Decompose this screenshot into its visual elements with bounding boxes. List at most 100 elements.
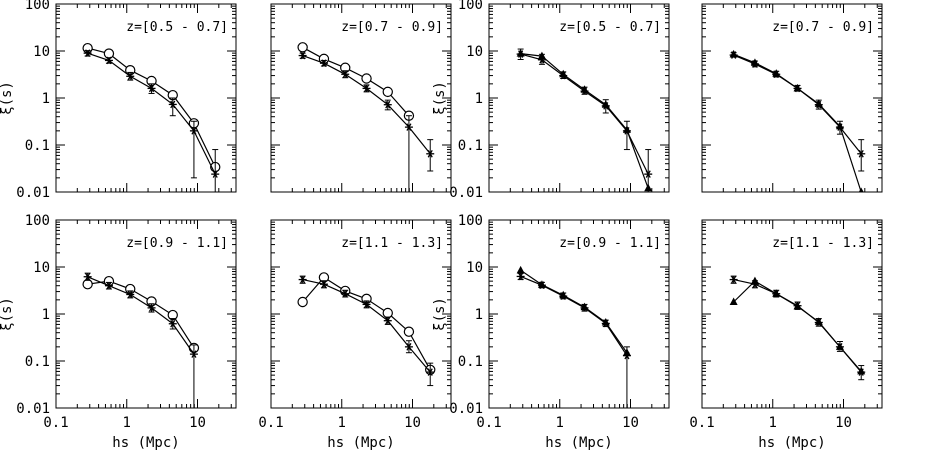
- data-point-star: [104, 281, 113, 290]
- x-tick-label: 10: [835, 415, 852, 431]
- series-line-star: [302, 279, 431, 373]
- x-tick-label: 1: [556, 415, 564, 431]
- y-tick-label: 0.1: [458, 138, 483, 154]
- redshift-label: z=[0.5 - 0.7]: [559, 20, 661, 35]
- x-tick-label: 0.1: [689, 415, 714, 431]
- series-line-star: [520, 53, 649, 175]
- x-axis-label: hs (Mpc): [112, 435, 179, 451]
- x-tick-label: 10: [404, 415, 421, 431]
- data-point-star: [537, 281, 546, 289]
- plot-area: [82, 272, 200, 408]
- series-line-star: [520, 275, 628, 356]
- data-point-star: [729, 51, 738, 59]
- data-point-star: [83, 49, 92, 57]
- data-point-triangle: [516, 265, 525, 274]
- y-axis-label: ξ(s): [0, 81, 15, 115]
- x-tick-label: 0.1: [258, 415, 283, 431]
- data-point-star: [298, 275, 307, 284]
- series-line-triangle: [733, 53, 862, 192]
- y-tick-label: 0.1: [25, 138, 50, 154]
- y-tick-label: 100: [25, 0, 50, 13]
- data-point-star: [189, 350, 198, 358]
- redshift-label: z=[0.7 - 0.9]: [341, 20, 443, 35]
- data-point-star: [793, 301, 802, 310]
- y-axis-label: ξ(s): [432, 297, 448, 331]
- plot-area: [297, 272, 436, 387]
- data-point-star: [857, 150, 866, 158]
- data-point-star: [104, 56, 113, 65]
- data-point-star: [168, 100, 177, 109]
- data-point-circle: [103, 48, 115, 59]
- series-line-triangle: [733, 280, 862, 372]
- y-tick-label: 100: [458, 213, 483, 229]
- data-point-star: [622, 127, 631, 135]
- plot-area: [516, 48, 653, 192]
- data-point-star: [729, 275, 738, 284]
- x-tick-label: 0.1: [476, 415, 501, 431]
- x-tick-label: 1: [123, 415, 131, 431]
- redshift-label: z=[1.1 - 1.3]: [772, 236, 874, 251]
- data-point-star: [83, 272, 92, 281]
- data-point-circle: [297, 42, 308, 53]
- y-axis-label: ξ(s): [0, 297, 15, 331]
- y-tick-label: 0.1: [458, 354, 483, 370]
- y-tick-label: 10: [33, 260, 50, 276]
- y-tick-label: 1: [42, 91, 50, 107]
- data-point-star: [126, 290, 135, 299]
- data-point-star: [750, 60, 759, 68]
- y-tick-label: 0.1: [25, 354, 50, 370]
- x-tick-label: 10: [622, 415, 639, 431]
- redshift-label: z=[0.9 - 1.1]: [559, 236, 661, 251]
- data-point-circle: [403, 326, 415, 337]
- data-point-star: [580, 87, 589, 95]
- panel-8: 0.1 1 10 hs (Mpc) z=[1.1 - 1.3]: [689, 219, 883, 451]
- y-tick-label: 10: [33, 44, 50, 60]
- y-tick-label: 100: [25, 213, 50, 229]
- data-point-star: [516, 50, 525, 58]
- x-axis-label: hs (Mpc): [327, 435, 394, 451]
- plot-area: [516, 265, 631, 408]
- data-point-circle: [382, 86, 393, 98]
- panel-1: 100 10 1 0.1 0.01 ξ(s) z=[0.5 - 0.7]: [0, 0, 237, 201]
- data-point-star: [559, 292, 568, 300]
- data-point-star: [750, 280, 759, 289]
- data-point-star: [147, 304, 156, 312]
- redshift-label: z=[0.9 - 1.1]: [126, 236, 228, 251]
- data-point-circle: [297, 296, 308, 308]
- data-point-star: [622, 351, 631, 360]
- x-tick-label: 1: [338, 415, 346, 431]
- series-line-star: [87, 52, 216, 175]
- y-tick-label: 0.01: [449, 185, 483, 201]
- y-tick-label: 1: [42, 307, 50, 323]
- data-point-star: [126, 72, 135, 81]
- data-point-star: [319, 59, 328, 67]
- plot-area: [297, 42, 435, 192]
- plot-area: [82, 42, 221, 192]
- data-point-star: [211, 170, 220, 178]
- panel-6: 0.1 1 10 hs (Mpc) z=[1.1 - 1.3]: [258, 219, 452, 451]
- x-axis-label: hs (Mpc): [545, 435, 612, 451]
- series-line-triangle: [520, 269, 628, 354]
- series-line-circle: [302, 276, 431, 371]
- data-point-star: [835, 123, 844, 131]
- data-point-star: [404, 123, 413, 131]
- panel-3: 100 10 1 0.1 0.01 ξ(s) z=[0.5 - 0.7]: [432, 0, 670, 201]
- data-point-star: [362, 84, 371, 93]
- y-tick-label: 1: [475, 91, 483, 107]
- data-point-star: [362, 300, 371, 309]
- x-tick-label: 0.1: [43, 415, 68, 431]
- data-point-star: [580, 304, 589, 312]
- panel-2: z=[0.7 - 0.9]: [270, 3, 452, 193]
- data-point-star: [516, 272, 525, 281]
- y-tick-label: 0.01: [449, 401, 483, 417]
- data-point-star: [298, 51, 307, 60]
- y-tick-label: 0.01: [16, 185, 50, 201]
- data-point-star: [601, 319, 610, 328]
- data-point-star: [319, 280, 328, 289]
- data-point-star: [383, 100, 392, 109]
- data-point-circle: [82, 279, 93, 290]
- data-point-star: [341, 289, 350, 298]
